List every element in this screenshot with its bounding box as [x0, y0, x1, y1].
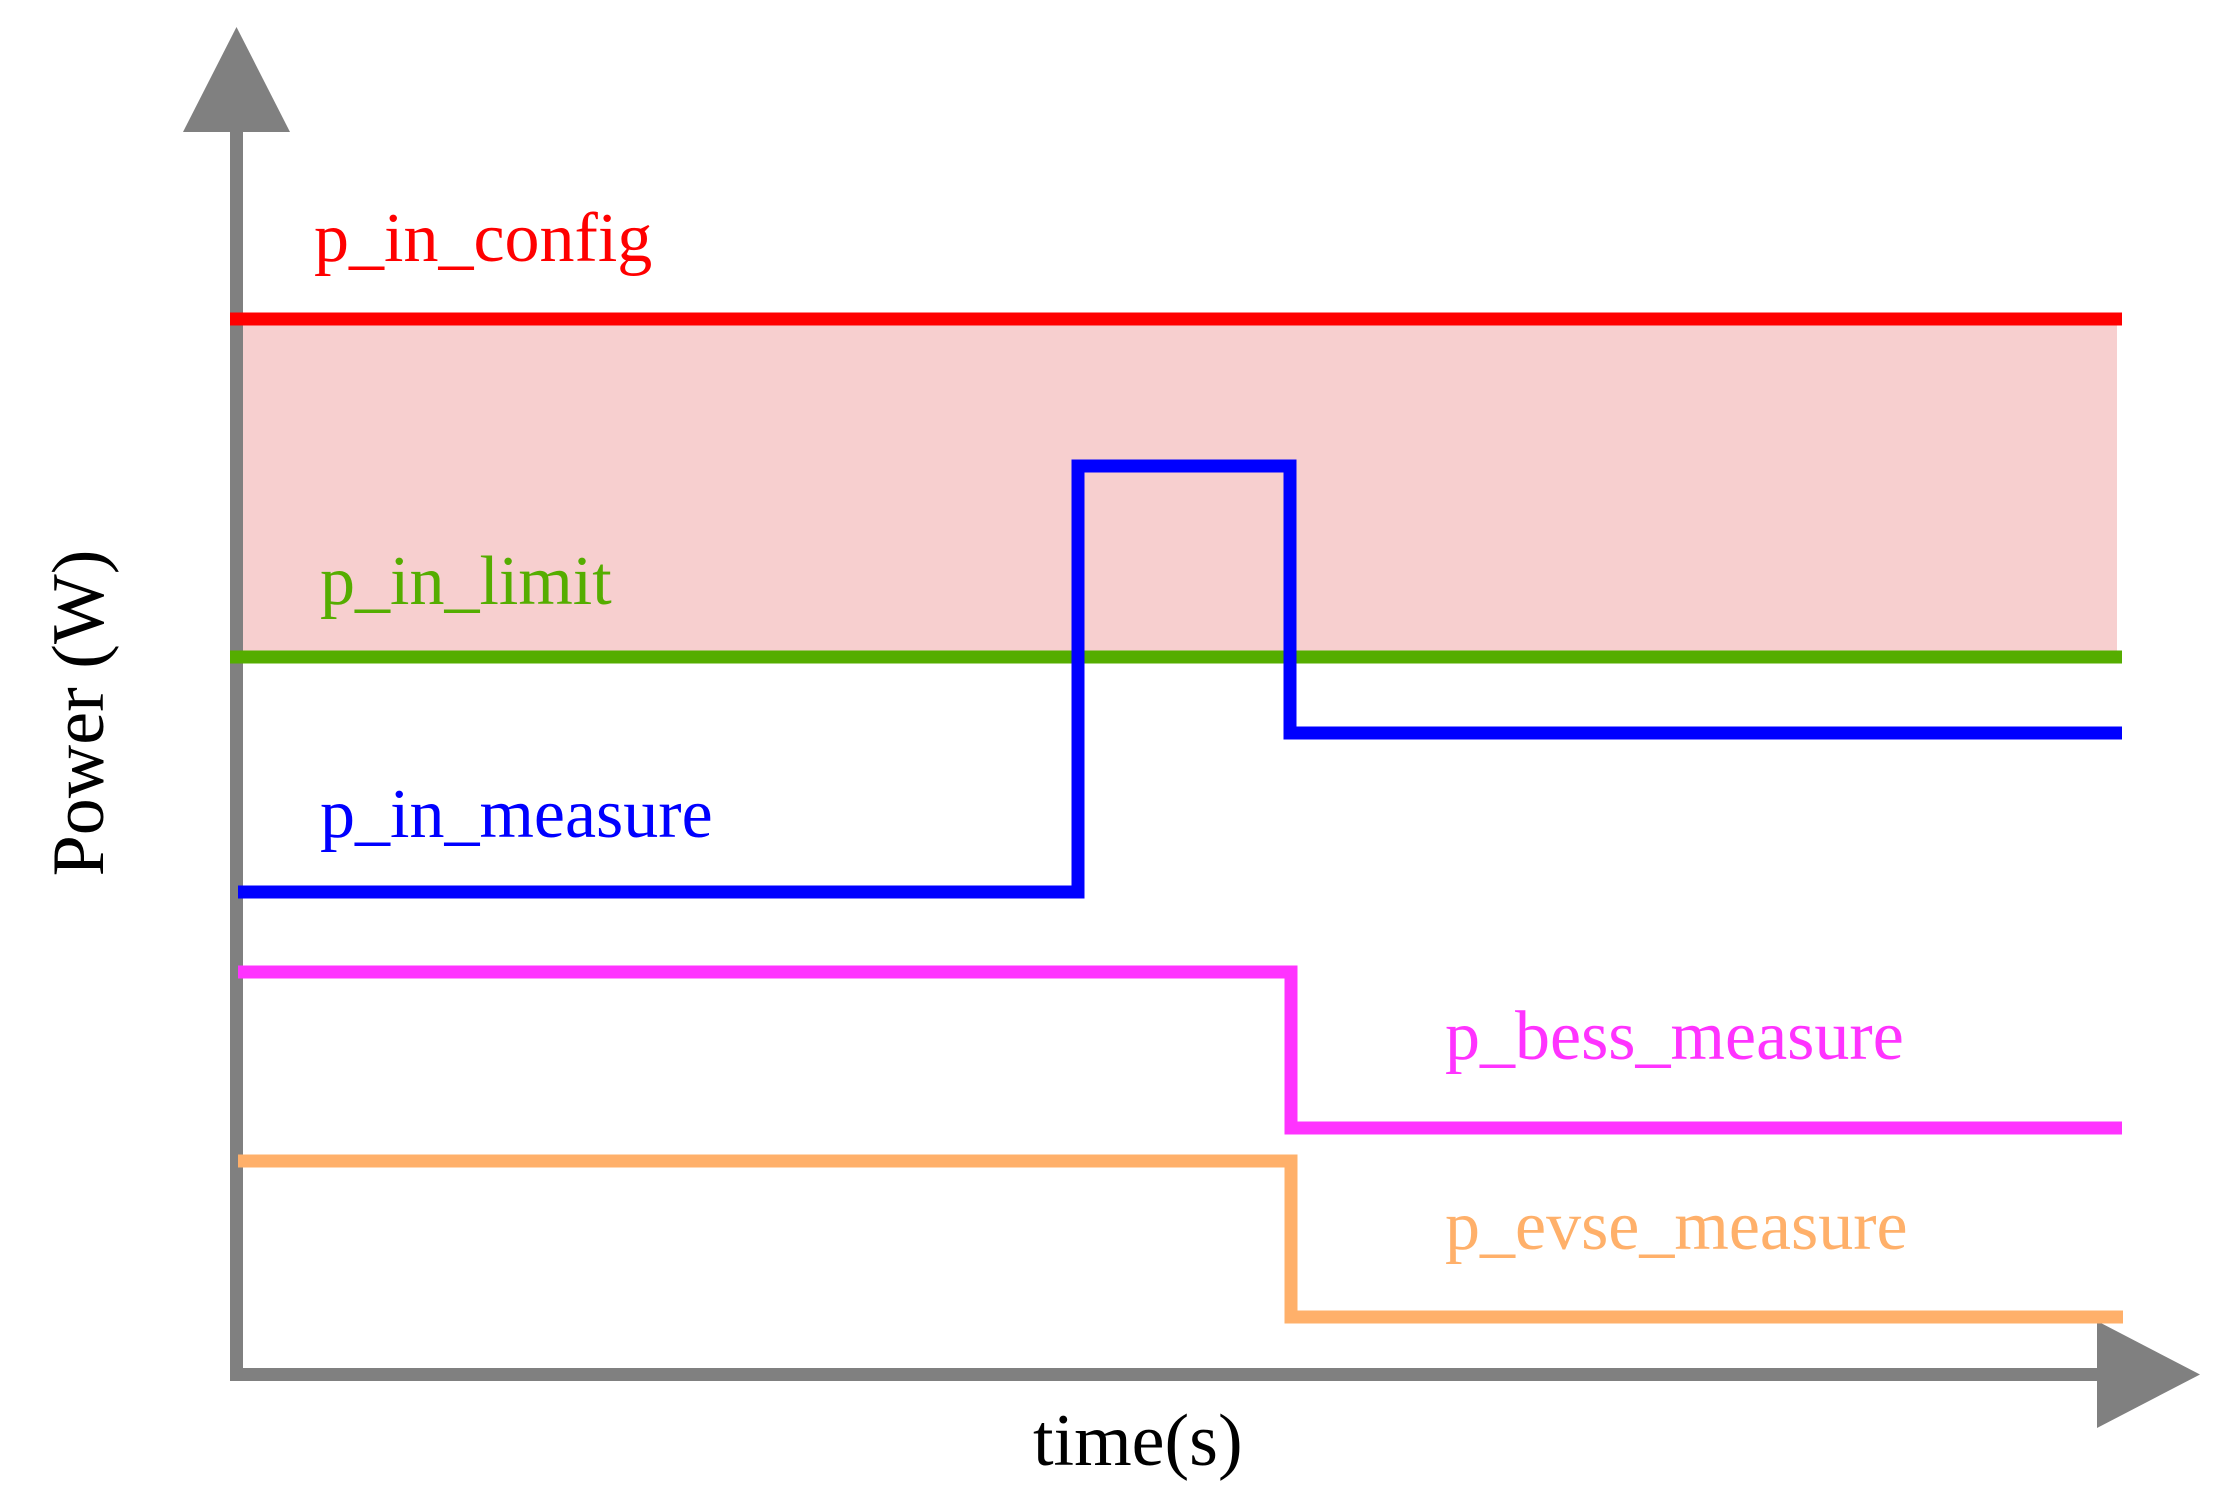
y-axis-arrow-icon — [183, 27, 290, 132]
headroom-band-fill — [236, 325, 2117, 652]
x-axis-title: time(s) — [1033, 1400, 1243, 1482]
series-line-p-bess-measure — [238, 965, 2122, 1135]
series-label-p-in-measure: p_in_measure — [320, 776, 713, 853]
series-line-p-evse-measure — [238, 1154, 2123, 1324]
series-label-p-in-limit: p_in_limit — [320, 543, 612, 620]
y-axis-line — [230, 120, 243, 1378]
series-label-p-evse-measure: p_evse_measure — [1445, 1188, 1908, 1265]
series-label-p-in-config: p_in_config — [314, 200, 653, 277]
y-axis-title: Power (W) — [38, 549, 120, 877]
x-axis-line — [230, 1368, 2098, 1381]
series-label-p-bess-measure: p_bess_measure — [1445, 998, 1904, 1075]
series-line-p-in-measure — [238, 459, 2122, 899]
x-axis-arrow-icon — [2097, 1321, 2200, 1428]
